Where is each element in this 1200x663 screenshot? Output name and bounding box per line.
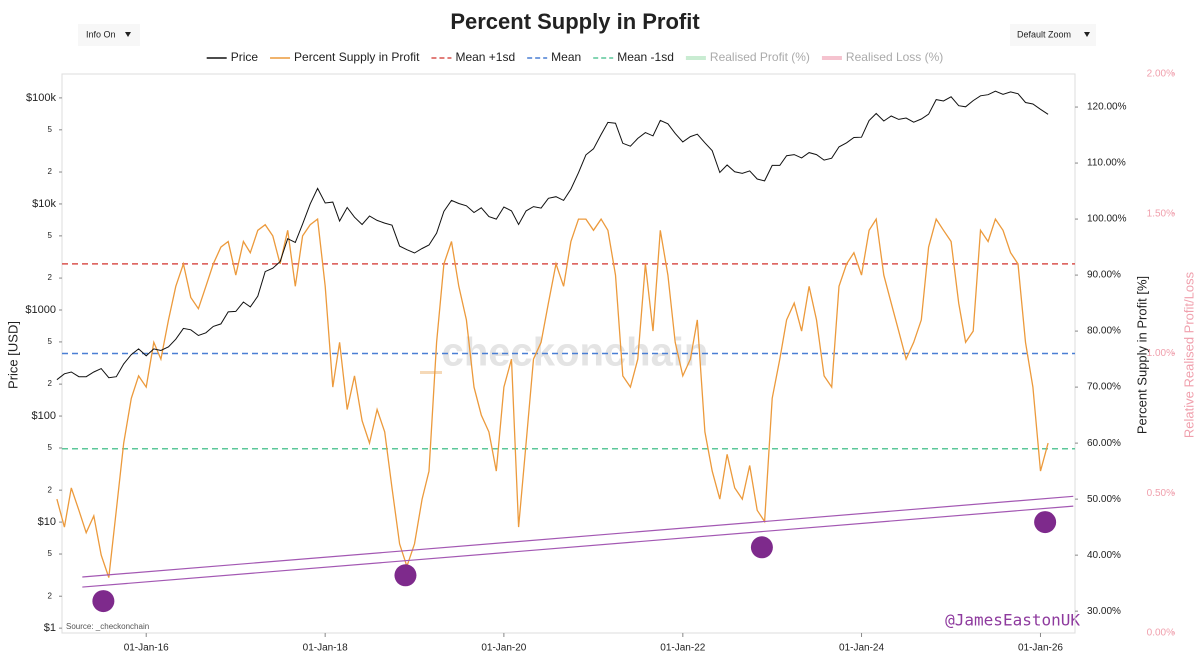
y2-tick-label: 120.00% [1087, 102, 1127, 113]
legend-label: Realised Profit (%) [710, 50, 810, 64]
series-line [56, 217, 1049, 578]
x-tick-label: 01-Jan-20 [481, 643, 526, 654]
y-tick-label: $1000 [25, 304, 56, 316]
y-tick-label: $1 [44, 622, 56, 634]
y2-tick-label: 110.00% [1087, 158, 1126, 169]
legend-label: Percent Supply in Profit [294, 50, 420, 64]
y3-tick-label: 1.50% [1147, 208, 1175, 219]
dropdown-label[interactable]: Info On [86, 29, 116, 39]
y-tick-label: 2 [48, 379, 53, 388]
y-tick-label: $10 [38, 516, 56, 528]
legend-label: Mean -1sd [617, 50, 674, 64]
y-tick-label: 2 [48, 485, 53, 494]
x-tick-label: 01-Jan-24 [839, 643, 884, 654]
legend-label: Mean [551, 50, 581, 64]
y3-tick-label: 2.00% [1147, 69, 1175, 80]
x-tick-label: 01-Jan-26 [1018, 643, 1063, 654]
trend-line [82, 505, 1074, 588]
y2-tick-label: 30.00% [1087, 606, 1121, 617]
y3-tick-label: 0.50% [1147, 488, 1175, 499]
dropdown-box[interactable] [78, 24, 140, 46]
y3-axis-title: Relative Realised Profit/Loss [1181, 271, 1196, 438]
y-tick-label: 2 [48, 167, 53, 176]
zoom-dropdown[interactable]: Default Zoom [1010, 24, 1096, 46]
series-line [56, 90, 1049, 381]
y-axis-title: Price [USD] [5, 321, 20, 389]
y2-axis-title: Percent Supply in Profit [%] [1134, 276, 1149, 434]
y2-tick-label: 90.00% [1087, 270, 1121, 281]
y-tick-label: 5 [48, 549, 53, 558]
watermark-logo [420, 371, 442, 374]
legend-item: Mean -1sd [593, 50, 674, 64]
dropdown-arrow[interactable] [1084, 32, 1090, 37]
legend-item: Mean +1sd [431, 50, 515, 64]
y-tick-label: 2 [48, 591, 53, 600]
legend-item: Realised Loss (%) [821, 50, 943, 64]
bottom-marker [750, 536, 773, 559]
legend-label: Realised Loss (%) [846, 50, 943, 64]
info-dropdown[interactable]: Info On [78, 24, 140, 46]
y-tick-label: 2 [48, 273, 53, 282]
y-tick-label: $10k [32, 198, 56, 210]
chart-title: Percent Supply in Profit [450, 9, 700, 34]
legend-label: Mean +1sd [455, 50, 515, 64]
legend: Price Percent Supply in Profit Mean +1sd Me… [206, 50, 943, 64]
y-tick-label: 5 [48, 443, 53, 452]
y2-tick-label: 70.00% [1087, 382, 1121, 393]
dropdown-label[interactable]: Default Zoom [1017, 29, 1071, 39]
legend-item: Realised Profit (%) [685, 50, 810, 64]
x-tick-label: 01-Jan-16 [124, 643, 169, 654]
source-note: Source: _checkonchain [66, 622, 149, 631]
watermark: checkonchain [442, 331, 709, 375]
y2-tick-label: 80.00% [1087, 326, 1121, 337]
bottom-marker [394, 564, 417, 587]
legend-item: Percent Supply in Profit [270, 50, 420, 64]
x-tick-label: 01-Jan-22 [660, 643, 705, 654]
trend-line [82, 495, 1074, 578]
legend-item: Mean [527, 50, 581, 64]
y2-tick-label: 100.00% [1087, 214, 1127, 225]
y3-tick-label: 0.00% [1147, 628, 1175, 639]
y-tick-label: 5 [48, 337, 53, 346]
y-tick-label: 5 [48, 231, 53, 240]
y-tick-label: $100k [26, 92, 56, 104]
y2-tick-label: 40.00% [1087, 550, 1121, 561]
signature: @JamesEastonUK [945, 611, 1080, 630]
y-tick-label: 5 [48, 125, 53, 134]
y2-tick-label: 50.00% [1087, 494, 1121, 505]
legend-label: Price [231, 50, 259, 64]
y-tick-label: $100 [32, 410, 56, 422]
dropdown-arrow[interactable] [125, 32, 131, 37]
dropdown-box[interactable] [1010, 24, 1096, 46]
y2-tick-label: 60.00% [1087, 438, 1121, 449]
y3-tick-label: 1.00% [1147, 348, 1175, 359]
bottom-marker [92, 590, 115, 613]
x-tick-label: 01-Jan-18 [303, 643, 348, 654]
legend-item: Price [206, 50, 259, 64]
bottom-marker [1034, 511, 1057, 534]
